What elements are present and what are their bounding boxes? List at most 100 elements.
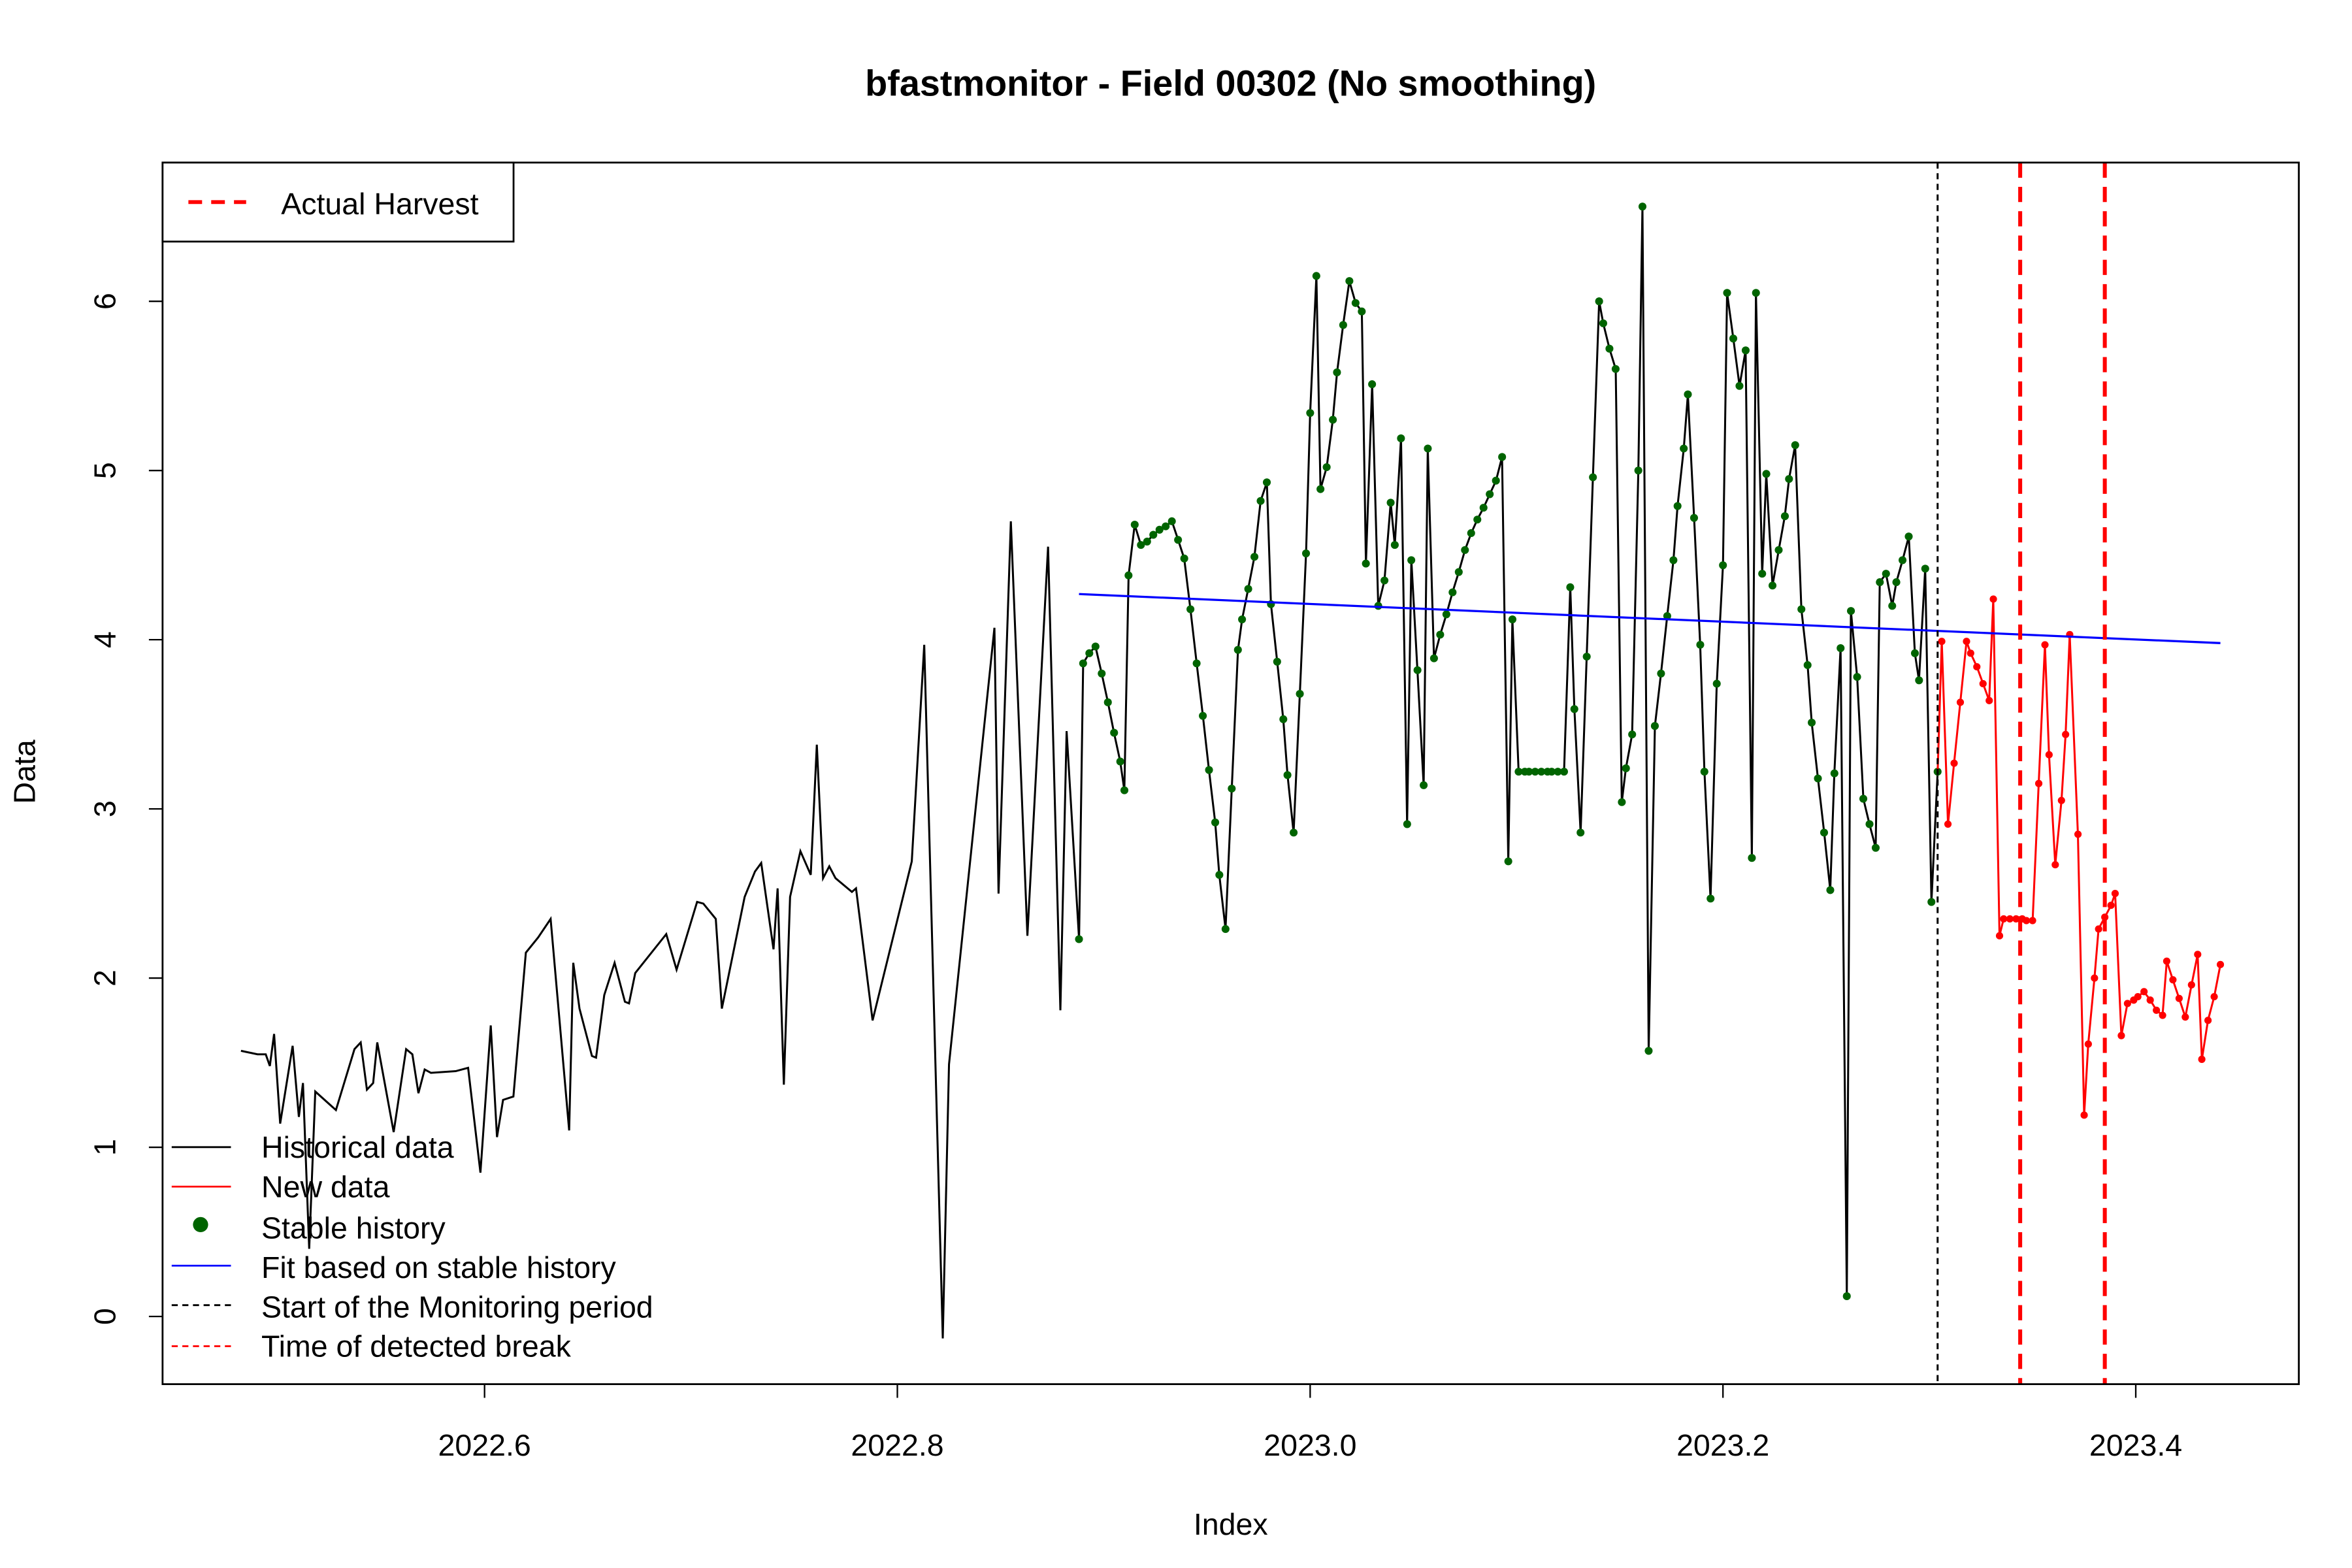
stable-history-point xyxy=(1830,769,1838,777)
stable-history-point xyxy=(1250,553,1259,561)
stable-history-point xyxy=(1748,854,1756,862)
stable-history-point xyxy=(1729,335,1738,343)
x-tick-label: 2023.2 xyxy=(1676,1428,1769,1462)
y-tick-label: 4 xyxy=(88,631,122,648)
x-tick-label: 2022.6 xyxy=(438,1428,531,1462)
stable-history-point xyxy=(1329,416,1337,424)
stable-history-point xyxy=(1228,784,1236,793)
stable-history-point xyxy=(1262,478,1271,487)
new-data-point xyxy=(1956,698,1965,706)
stable-history-point xyxy=(1634,466,1642,475)
stable-history-point xyxy=(1233,645,1242,654)
stable-history-point xyxy=(1758,570,1767,578)
stable-history-point xyxy=(1211,818,1220,826)
stable-history-point xyxy=(1413,666,1422,674)
stable-history-point xyxy=(1205,766,1213,774)
new-data-point xyxy=(2187,981,2195,989)
stable-history-point xyxy=(1582,652,1591,661)
stable-history-point xyxy=(1454,568,1463,576)
y-tick-label: 1 xyxy=(88,1139,122,1156)
stable-history-point xyxy=(1098,669,1106,678)
new-data-point xyxy=(2198,1055,2206,1063)
stable-history-point xyxy=(1853,673,1861,681)
stable-history-point xyxy=(1351,299,1360,307)
stable-history-point xyxy=(1644,1047,1653,1055)
legend-main: Historical data New data Stable history … xyxy=(171,1130,653,1364)
stable-history-point xyxy=(1390,541,1399,549)
stable-history-point xyxy=(1791,441,1799,449)
x-tick-label: 2023.0 xyxy=(1264,1428,1356,1462)
stable-history-point xyxy=(1566,583,1575,591)
stable-history-point xyxy=(1797,605,1806,613)
stable-history-point xyxy=(1611,365,1620,373)
stable-history-point xyxy=(1785,475,1793,483)
new-data-line xyxy=(1936,598,2222,1115)
stable-history-point xyxy=(1820,828,1829,837)
stable-history-point xyxy=(1927,898,1936,906)
stable-history-point xyxy=(1696,640,1705,649)
new-data-point xyxy=(2041,641,2049,649)
legend-harvest: Actual Harvest xyxy=(161,161,515,243)
stable-history-point xyxy=(1273,657,1281,666)
stable-history-point xyxy=(1345,277,1354,286)
new-data-point xyxy=(1973,662,1981,671)
new-data-point xyxy=(2051,860,2059,869)
stable-history-point xyxy=(1669,556,1678,564)
stable-history-point xyxy=(1599,319,1608,327)
stable-history-point xyxy=(1162,522,1170,531)
stable-history-point xyxy=(1238,615,1247,624)
new-data-point xyxy=(2194,951,2202,958)
stable-history-point xyxy=(1079,659,1087,668)
stable-history-point xyxy=(1368,380,1377,389)
historical-data-line xyxy=(240,206,1939,1339)
stable-history-point xyxy=(1137,541,1145,549)
stable-history-point xyxy=(1780,512,1789,521)
stable-history-point xyxy=(1358,307,1366,316)
stable-history-point xyxy=(1752,289,1760,297)
stable-history-point xyxy=(1461,546,1469,554)
stable-history-point xyxy=(1420,781,1428,789)
stable-history-point xyxy=(1075,935,1083,943)
new-data-point xyxy=(2006,915,2014,923)
stable-history-point xyxy=(1700,768,1708,776)
stable-history-point xyxy=(1192,659,1201,668)
stable-history-point xyxy=(1888,602,1897,610)
stable-history-point xyxy=(1424,444,1432,453)
stable-history-point xyxy=(1290,828,1298,837)
stable-history-point xyxy=(1486,490,1494,498)
new-data-point xyxy=(1967,649,1974,657)
stable-history-point xyxy=(1130,520,1139,529)
y-tick-label: 0 xyxy=(88,1308,122,1325)
stable-history-point xyxy=(1316,485,1325,493)
new-data-point xyxy=(2216,960,2225,968)
stable-history-point xyxy=(1735,382,1744,390)
stable-history-point xyxy=(1842,1292,1851,1300)
new-data-point xyxy=(2181,1013,2189,1021)
new-data-point xyxy=(2117,1032,2125,1039)
y-axis-label: Data xyxy=(7,740,41,804)
stable-history-point xyxy=(1244,585,1252,593)
new-data-point xyxy=(1963,638,1970,645)
stable-history-point xyxy=(1915,676,1923,685)
y-tick-label: 2 xyxy=(88,970,122,987)
stable-history-point xyxy=(1473,515,1482,524)
stable-history-point xyxy=(1085,649,1094,657)
stable-history-point xyxy=(1650,722,1659,730)
stable-history-point xyxy=(1143,537,1151,546)
stable-history-point xyxy=(1407,556,1416,564)
stable-history-point xyxy=(1312,272,1320,280)
stable-history-point xyxy=(1199,711,1207,720)
stable-history-point xyxy=(1595,297,1603,306)
new-data-point xyxy=(2123,1000,2131,1007)
stable-history-point xyxy=(1442,610,1450,619)
stable-history-point xyxy=(1333,368,1341,377)
stable-history-point xyxy=(1605,344,1614,353)
stable-history-point xyxy=(1628,730,1637,739)
stable-history-point xyxy=(1149,531,1158,539)
new-data-point xyxy=(2084,1040,2092,1048)
stable-history-point xyxy=(1882,570,1890,578)
legend-monitor-label: Start of the Monitoring period xyxy=(261,1290,653,1324)
stable-history-point xyxy=(1386,498,1395,507)
new-data-point xyxy=(2080,1111,2088,1119)
